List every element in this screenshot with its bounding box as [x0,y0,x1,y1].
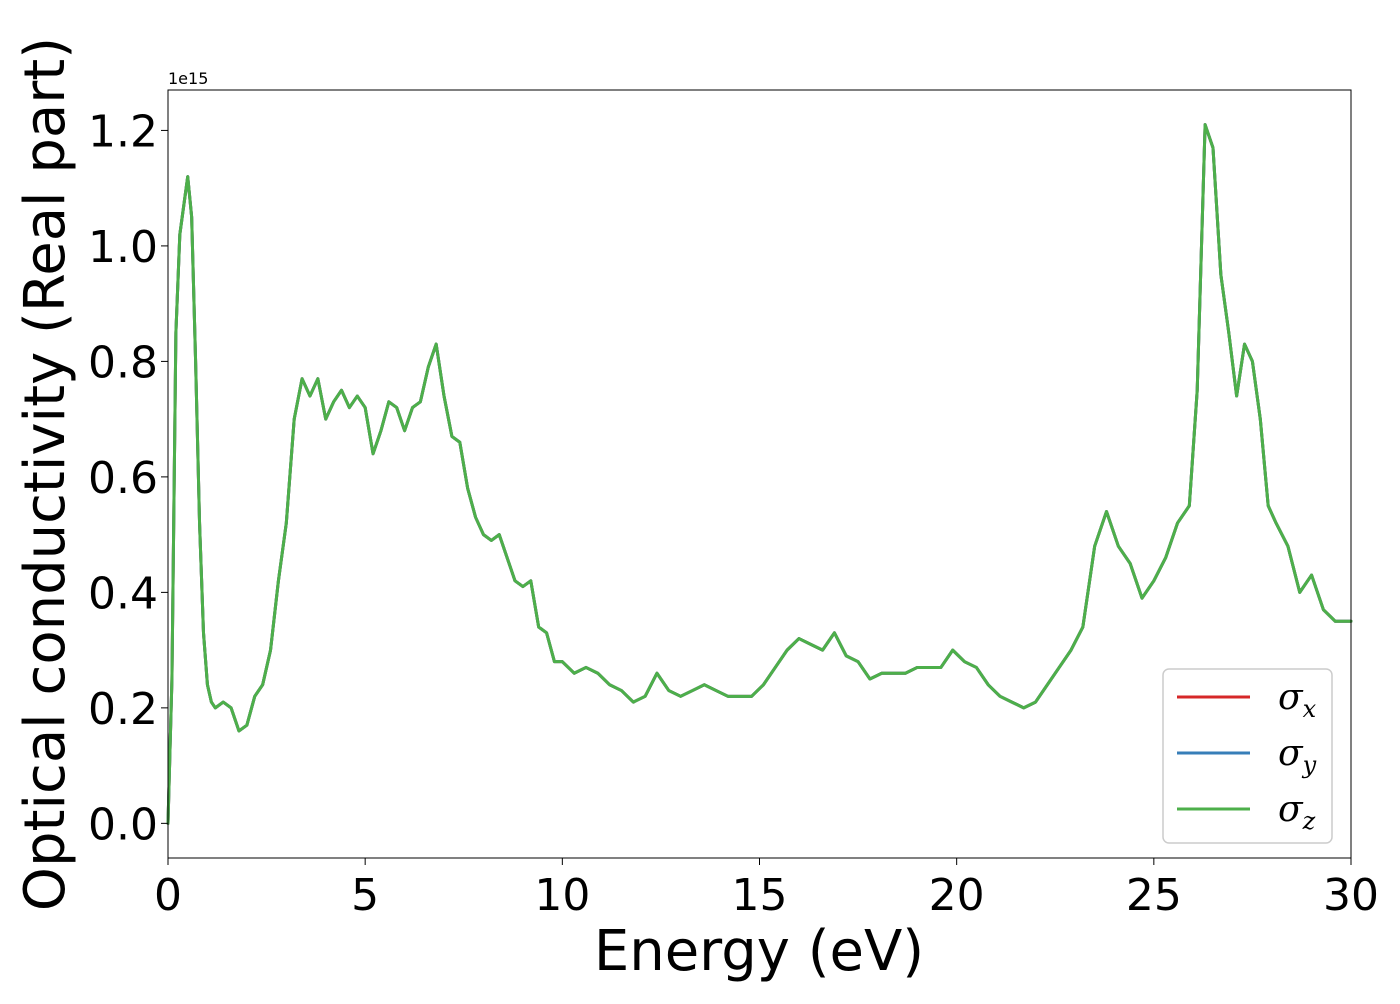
y-tick-label: 0.2 [88,684,158,735]
x-tick-label: 25 [1126,870,1182,921]
y-tick-label: 0.8 [88,337,158,388]
x-tick-label: 20 [929,870,985,921]
legend-entries: σx σy σz [1177,677,1317,835]
y-tick-label: 0.6 [88,453,158,504]
y-tick-label: 0.0 [88,799,158,850]
y-offset-label: 1e15 [168,69,208,88]
x-tick-label: 0 [154,870,182,921]
x-axis-title: Energy (eV) [594,919,924,984]
legend-label-2: σy [1278,733,1317,779]
legend: σx σy σz [1162,668,1333,844]
x-tick-label: 30 [1323,870,1379,921]
y-tick-label: 0.4 [88,568,158,619]
x-tick-label: 10 [534,870,590,921]
y-axis-ticks: 0.0 0.2 0.4 0.6 0.8 1.0 1.2 [88,106,168,850]
series-line-3 [166,123,1353,825]
x-axis-ticks: 0 5 10 15 20 25 30 [154,858,1379,921]
x-tick-label: 15 [732,870,788,921]
x-tick-label: 5 [351,870,379,921]
y-tick-label: 1.2 [88,106,158,157]
legend-box [1162,668,1333,844]
legend-label-1: σx [1278,677,1317,723]
y-axis-title: Optical conductivity (Real part) [13,37,78,911]
legend-label-3: σz [1278,789,1316,835]
y-tick-label: 1.0 [88,222,158,273]
series-layer [166,123,1353,825]
